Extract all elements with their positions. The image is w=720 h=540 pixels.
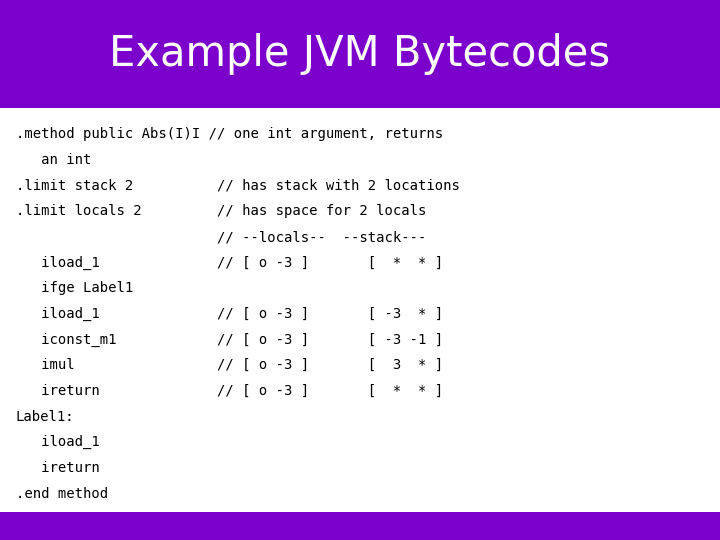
Text: Example JVM Bytecodes: Example JVM Bytecodes [109,33,611,75]
FancyBboxPatch shape [0,0,720,108]
Text: iload_1              // [ o -3 ]       [ -3  * ]: iload_1 // [ o -3 ] [ -3 * ] [16,307,443,321]
Text: .end method: .end method [16,487,108,501]
Text: ireturn              // [ o -3 ]       [  *  * ]: ireturn // [ o -3 ] [ * * ] [16,384,443,398]
Text: Label1:: Label1: [16,410,74,424]
Text: // --locals--  --stack---: // --locals-- --stack--- [16,230,426,244]
Text: imul                 // [ o -3 ]       [  3  * ]: imul // [ o -3 ] [ 3 * ] [16,359,443,373]
Text: .limit locals 2         // has space for 2 locals: .limit locals 2 // has space for 2 local… [16,204,426,218]
FancyBboxPatch shape [0,512,720,540]
Text: ireturn: ireturn [16,461,99,475]
Text: iload_1              // [ o -3 ]       [  *  * ]: iload_1 // [ o -3 ] [ * * ] [16,255,443,270]
Text: iconst_m1            // [ o -3 ]       [ -3 -1 ]: iconst_m1 // [ o -3 ] [ -3 -1 ] [16,333,443,347]
Text: iload_1: iload_1 [16,435,99,449]
Text: ifge Label1: ifge Label1 [16,281,133,295]
Text: .method public Abs(I)I // one int argument, returns: .method public Abs(I)I // one int argume… [16,127,443,141]
Text: an int: an int [16,153,91,167]
Text: .limit stack 2          // has stack with 2 locations: .limit stack 2 // has stack with 2 locat… [16,179,459,193]
